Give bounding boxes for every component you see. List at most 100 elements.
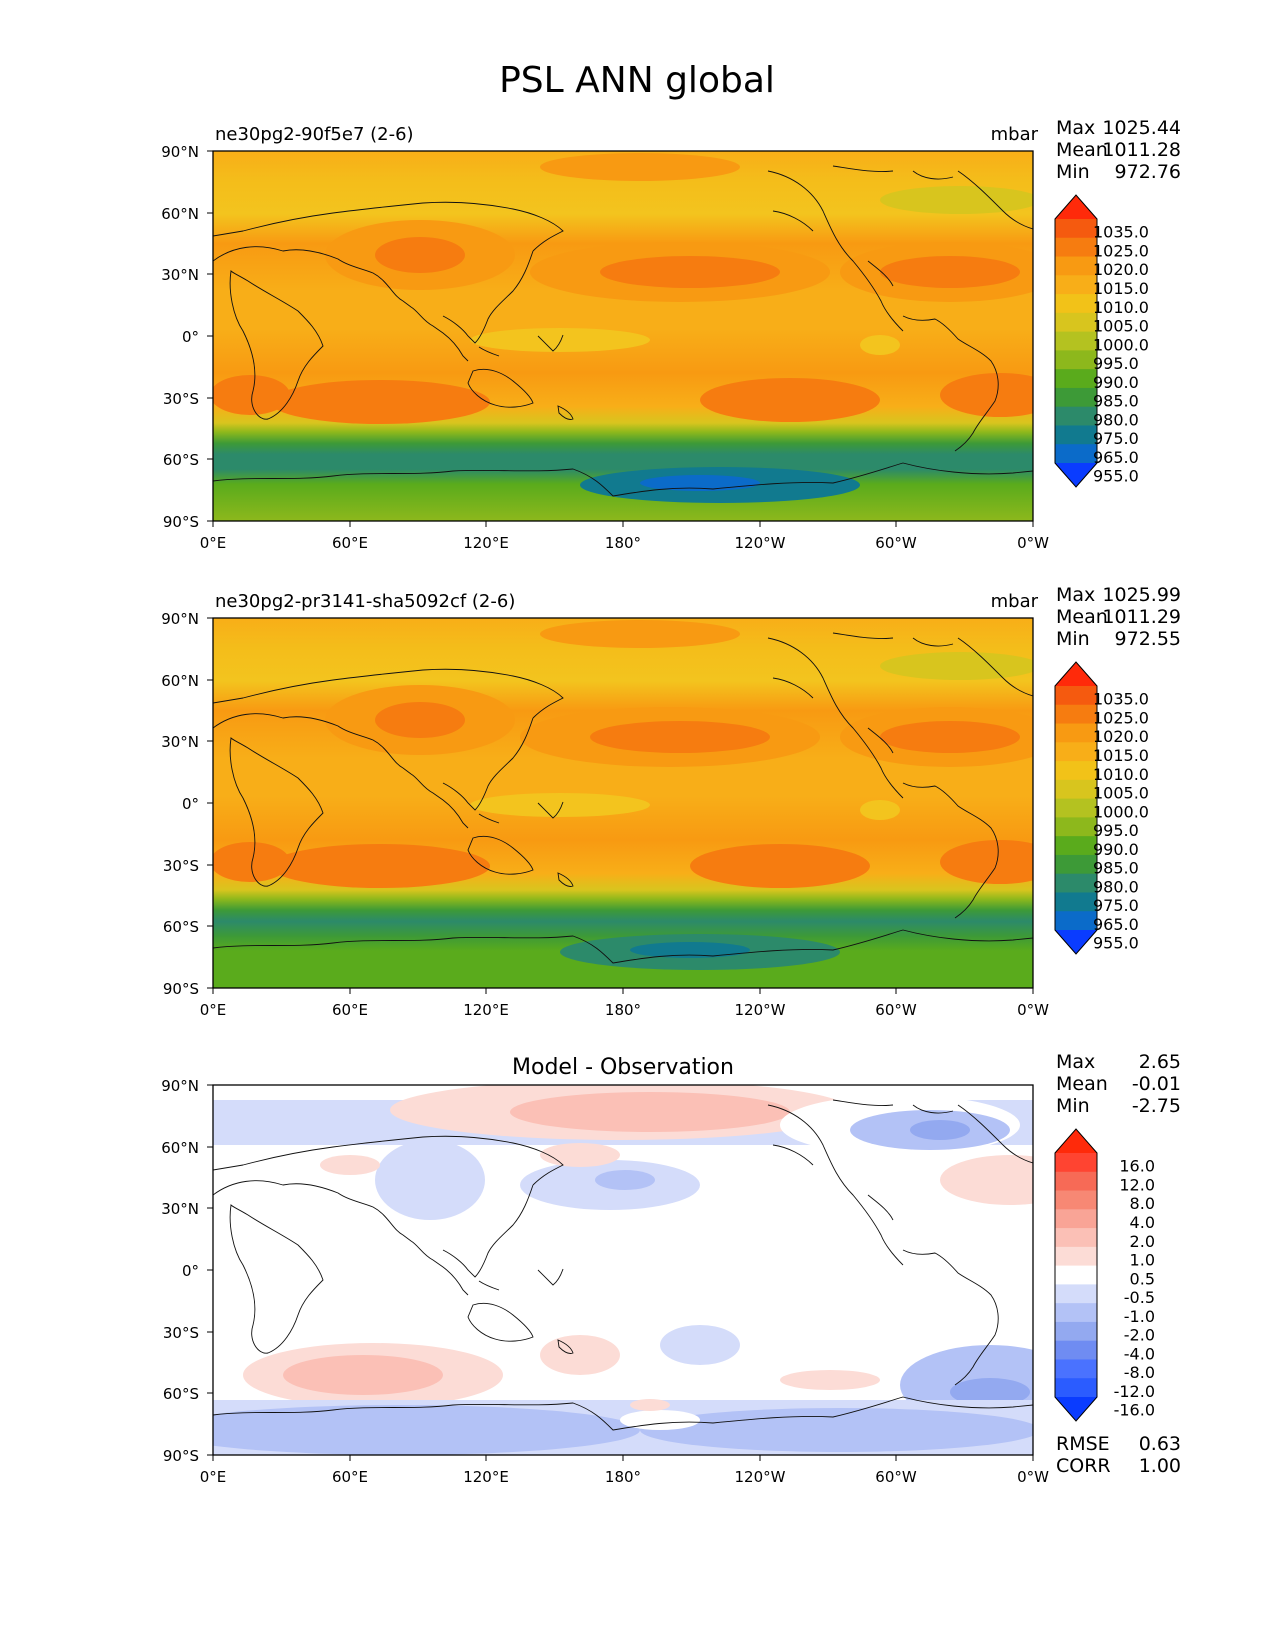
colorbar-segment bbox=[1055, 275, 1097, 295]
metric-label: RMSE bbox=[1056, 1433, 1110, 1455]
colorbar-tick-label: 980.0 bbox=[1093, 410, 1139, 429]
colorbar-segment bbox=[1055, 1340, 1097, 1360]
colorbar-tick-label: -16.0 bbox=[1114, 1401, 1155, 1420]
colorbar-tick-label: 1035.0 bbox=[1093, 223, 1149, 242]
y-tick-label: 60°S bbox=[163, 918, 199, 936]
colorbar: 16.012.08.04.02.01.00.5-0.5-1.0-2.0-4.0-… bbox=[1054, 1128, 1155, 1422]
metric-value: 1.00 bbox=[1139, 1455, 1181, 1477]
figure-title: PSL ANN global bbox=[499, 60, 775, 101]
colorbar-tick-label: 990.0 bbox=[1093, 840, 1139, 859]
colorbar: 1035.01025.01020.01015.01010.01005.01000… bbox=[1054, 194, 1149, 488]
colorbar-segment bbox=[1055, 1153, 1097, 1173]
colorbar-segment bbox=[1055, 1171, 1097, 1192]
colorbar-segment bbox=[1055, 1190, 1097, 1210]
colorbar-segment bbox=[1055, 873, 1097, 893]
colorbar-segment bbox=[1055, 723, 1097, 743]
colorbar-outline bbox=[1054, 661, 1098, 955]
colorbar-tick-label: 975.0 bbox=[1093, 429, 1139, 448]
panel-test: ne30pg2-90f5e7 (2-6) mbar bbox=[161, 117, 1181, 552]
metric-value: 0.63 bbox=[1139, 1433, 1181, 1455]
colorbar-segment bbox=[1055, 444, 1097, 464]
colorbar-segment bbox=[1055, 312, 1097, 333]
x-tick-label: 0°W bbox=[1017, 534, 1049, 552]
x-tick-label: 0°W bbox=[1017, 1468, 1049, 1486]
colorbar-tick-label: 995.0 bbox=[1093, 821, 1139, 840]
y-tick-label: 60°N bbox=[161, 205, 199, 223]
y-tick-label: 0° bbox=[182, 795, 199, 813]
metric-label: CORR bbox=[1056, 1455, 1111, 1477]
stat-label: Mean bbox=[1056, 1073, 1108, 1095]
colorbar-tick-label: 8.0 bbox=[1130, 1194, 1155, 1213]
stat-value: 1025.44 bbox=[1102, 117, 1181, 139]
colorbar-segment bbox=[1055, 686, 1097, 706]
colorbar-tick-label: 1.0 bbox=[1130, 1251, 1155, 1270]
colorbar-tick-label: 965.0 bbox=[1093, 448, 1139, 467]
x-axis: 0°E 60°E 120°E 180° 120°W 60°W 0°W bbox=[200, 521, 1049, 552]
map-field bbox=[213, 151, 1033, 521]
y-tick-label: 30°N bbox=[161, 733, 199, 751]
y-tick-label: 30°N bbox=[161, 266, 199, 284]
x-tick-label: 120°W bbox=[735, 1468, 786, 1486]
colorbar-extend-min bbox=[1055, 1397, 1097, 1421]
y-tick-label: 90°N bbox=[161, 1077, 199, 1095]
colorbar-tick-label: 1010.0 bbox=[1093, 765, 1149, 784]
stats-block: Max 2.65 Mean -0.01 Min -2.75 bbox=[1056, 1051, 1181, 1117]
x-tick-label: 120°W bbox=[735, 534, 786, 552]
stat-label: Mean bbox=[1056, 139, 1108, 161]
colorbar-segment bbox=[1055, 1265, 1097, 1285]
y-tick-label: 60°S bbox=[163, 451, 199, 469]
stat-value: 1025.99 bbox=[1102, 584, 1181, 606]
y-tick-label: 30°S bbox=[163, 390, 199, 408]
x-tick-label: 180° bbox=[605, 1468, 641, 1486]
colorbar-tick-label: 1010.0 bbox=[1093, 298, 1149, 317]
x-tick-label: 60°E bbox=[332, 534, 368, 552]
colorbar-segment bbox=[1055, 331, 1097, 351]
colorbar-segment bbox=[1055, 406, 1097, 426]
y-tick-label: 0° bbox=[182, 1262, 199, 1280]
x-tick-label: 180° bbox=[605, 534, 641, 552]
y-tick-label: 0° bbox=[182, 328, 199, 346]
y-axis: 90°N 60°N 30°N 0° 30°S 60°S 90°S bbox=[161, 143, 213, 531]
colorbar-tick-label: 985.0 bbox=[1093, 859, 1139, 878]
colorbar-outline bbox=[1054, 194, 1098, 488]
colorbar-segment bbox=[1055, 1284, 1097, 1304]
colorbar-tick-label: 980.0 bbox=[1093, 877, 1139, 896]
colorbar-tick-label: 995.0 bbox=[1093, 354, 1139, 373]
colorbar-segment bbox=[1055, 1303, 1097, 1323]
stat-value: 972.76 bbox=[1115, 161, 1181, 183]
colorbar-tick-label: 955.0 bbox=[1093, 934, 1139, 953]
stat-label: Min bbox=[1056, 628, 1090, 650]
colorbar-segment bbox=[1055, 836, 1097, 856]
colorbar-extend-max bbox=[1055, 662, 1097, 686]
y-axis: 90°N 60°N 30°N 0° 30°S 60°S 90°S bbox=[161, 1077, 213, 1465]
colorbar-tick-label: -1.0 bbox=[1124, 1307, 1155, 1326]
colorbar-tick-label: 1020.0 bbox=[1093, 260, 1149, 279]
stats-block: Max 1025.99 Mean 1011.29 Min 972.55 bbox=[1056, 584, 1181, 650]
y-tick-label: 90°S bbox=[163, 980, 199, 998]
stat-label: Min bbox=[1056, 1095, 1090, 1117]
colorbar-tick-label: 955.0 bbox=[1093, 467, 1139, 486]
x-tick-label: 60°W bbox=[875, 1001, 917, 1019]
map-field bbox=[213, 1085, 1033, 1455]
stat-label: Min bbox=[1056, 161, 1090, 183]
colorbar-outline bbox=[1054, 1128, 1098, 1422]
colorbar-tick-label: 2.0 bbox=[1130, 1232, 1155, 1251]
colorbar-tick-label: -0.5 bbox=[1124, 1288, 1155, 1307]
colorbar-tick-label: 16.0 bbox=[1119, 1157, 1155, 1176]
colorbar-tick-label: 1015.0 bbox=[1093, 279, 1149, 298]
colorbar-tick-label: -12.0 bbox=[1114, 1382, 1155, 1401]
panel-units: mbar bbox=[991, 124, 1039, 145]
colorbar-segment bbox=[1055, 779, 1097, 800]
colorbar-tick-label: 0.5 bbox=[1130, 1269, 1155, 1288]
colorbar-segment bbox=[1055, 237, 1097, 258]
colorbar-tick-label: 1000.0 bbox=[1093, 802, 1149, 821]
colorbar-tick-label: 965.0 bbox=[1093, 915, 1139, 934]
colorbar-extend-min bbox=[1055, 930, 1097, 954]
x-tick-label: 120°E bbox=[463, 1001, 509, 1019]
colorbar-tick-label: 1025.0 bbox=[1093, 708, 1149, 727]
colorbar-tick-label: 985.0 bbox=[1093, 392, 1139, 411]
y-tick-label: 90°S bbox=[163, 1447, 199, 1465]
colorbar-tick-label: 4.0 bbox=[1130, 1213, 1155, 1232]
map-field bbox=[213, 618, 1033, 988]
colorbar-tick-label: 12.0 bbox=[1119, 1175, 1155, 1194]
